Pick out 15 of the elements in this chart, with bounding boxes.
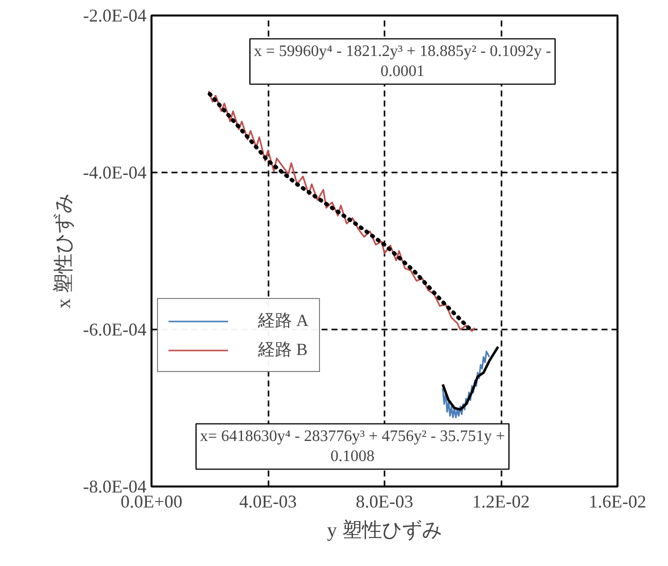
y-tick-label: -6.0E-04 bbox=[83, 320, 146, 340]
annotation: x= 6418630y⁴ - 283776y³ + 4756y² - 35.751y + 0.1008 bbox=[200, 428, 505, 466]
legend-label: 経路 B bbox=[258, 339, 308, 361]
line-series bbox=[442, 346, 500, 411]
x-axis-title: y 塑性ひずみ bbox=[327, 518, 442, 542]
y-tick-label: -2.0E-04 bbox=[83, 6, 146, 26]
x-tick-label: 1.2E-02 bbox=[472, 492, 530, 512]
y-axis-title: x 塑性ひずみ bbox=[52, 194, 76, 308]
annotation: x = 59960y⁴ - 1821.2y³ + 18.885y² - 0.1092y - 0.0001 bbox=[254, 42, 552, 80]
y-tick-label: -4.0E-04 bbox=[83, 162, 146, 182]
x-tick-label: 8.0E-03 bbox=[356, 492, 414, 512]
x-tick-label: 1.6E-02 bbox=[588, 492, 646, 512]
line-series bbox=[442, 350, 490, 418]
legend-label: 経路 A bbox=[258, 310, 309, 332]
x-tick-label: 4.0E-03 bbox=[239, 492, 297, 512]
